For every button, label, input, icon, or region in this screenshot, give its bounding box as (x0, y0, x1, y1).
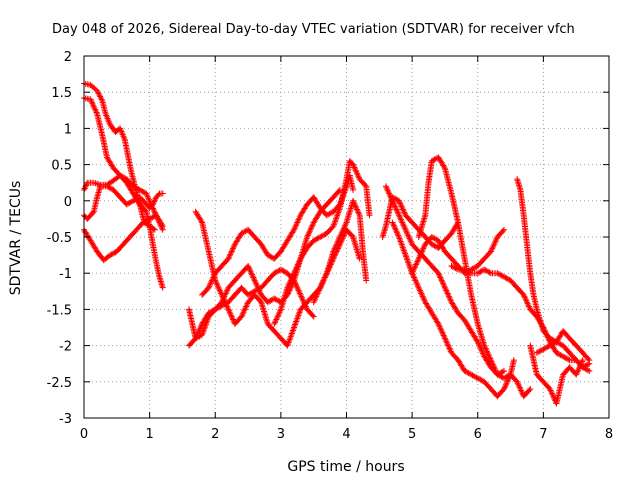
data-point-markers (409, 226, 507, 277)
series-trace-20 (533, 328, 593, 364)
x-tick-label: 5 (408, 427, 416, 442)
grid-lines (84, 56, 609, 418)
y-tick-label: 1 (64, 122, 72, 137)
axis-ticks (83, 55, 610, 419)
series-trace-19 (527, 342, 586, 407)
series-trace-11 (310, 197, 370, 306)
data-point-markers (533, 328, 593, 364)
x-tick-label: 8 (605, 427, 613, 442)
y-axis-tick-labels: 2 1.5 1 0.5 0 -0.5 -1 -1.5 -2 -2.5 -3 (47, 50, 72, 427)
data-point-markers (527, 342, 586, 407)
y-tick-label: 0 (64, 195, 72, 210)
data-point-markers (271, 158, 373, 327)
y-tick-label: -1.5 (47, 303, 72, 318)
x-tick-label: 4 (342, 427, 350, 442)
y-tick-label: -2 (59, 340, 72, 355)
series-trace-10 (271, 158, 373, 327)
y-tick-label: 0.5 (51, 159, 72, 174)
data-point-markers (379, 194, 462, 251)
x-tick-label: 2 (211, 427, 219, 442)
x-tick-label: 6 (474, 427, 482, 442)
x-axis-tick-labels: 0 1 2 3 4 5 6 7 8 (80, 427, 613, 442)
data-point-markers (310, 197, 370, 306)
chart-title: Day 048 of 2026, Sidereal Day-to-day VTE… (52, 22, 575, 37)
x-tick-label: 1 (145, 427, 153, 442)
y-axis-label: SDTVAR / TECUs (8, 181, 24, 296)
x-axis-label: GPS time / hours (287, 459, 404, 475)
y-tick-label: -3 (59, 412, 72, 427)
x-tick-label: 0 (80, 427, 88, 442)
y-tick-label: -1 (59, 267, 72, 282)
y-tick-label: 1.5 (51, 86, 72, 101)
series-trace-12 (379, 194, 462, 251)
series-trace-16 (409, 226, 507, 277)
x-tick-label: 7 (539, 427, 547, 442)
y-tick-label: -2.5 (47, 376, 72, 391)
x-tick-label: 3 (277, 427, 285, 442)
y-tick-label: -0.5 (47, 231, 72, 246)
y-tick-label: 2 (64, 50, 72, 65)
